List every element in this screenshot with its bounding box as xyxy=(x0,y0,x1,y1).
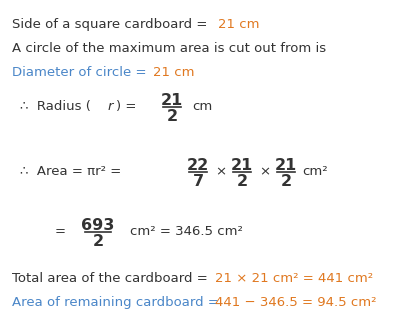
Text: ×: × xyxy=(259,165,270,178)
Text: 21: 21 xyxy=(231,158,253,173)
Text: 2: 2 xyxy=(237,174,248,189)
Text: =: = xyxy=(55,225,66,238)
Text: 22: 22 xyxy=(187,158,209,173)
Text: ) =: ) = xyxy=(116,100,141,113)
Text: 21 × 21 cm² = 441 cm²: 21 × 21 cm² = 441 cm² xyxy=(215,272,373,285)
Text: ×: × xyxy=(215,165,226,178)
Text: 441 − 346.5 = 94.5 cm²: 441 − 346.5 = 94.5 cm² xyxy=(215,296,376,309)
Text: 2: 2 xyxy=(280,174,291,189)
Text: ∴  Area = πr² =: ∴ Area = πr² = xyxy=(20,165,125,178)
Text: 21: 21 xyxy=(275,158,297,173)
Text: Area of remaining cardboard =: Area of remaining cardboard = xyxy=(12,296,223,309)
Text: 693: 693 xyxy=(81,218,115,233)
Text: cm² = 346.5 cm²: cm² = 346.5 cm² xyxy=(130,225,243,238)
Text: A circle of the maximum area is cut out from is: A circle of the maximum area is cut out … xyxy=(12,42,326,55)
Text: 7: 7 xyxy=(193,174,204,189)
Text: 2: 2 xyxy=(166,109,177,124)
Text: cm²: cm² xyxy=(302,165,328,178)
Text: 21 cm: 21 cm xyxy=(218,18,260,31)
Text: Side of a square cardboard =: Side of a square cardboard = xyxy=(12,18,212,31)
Text: Total area of the cardboard =: Total area of the cardboard = xyxy=(12,272,212,285)
Text: 21: 21 xyxy=(161,93,183,108)
Text: Diameter of circle =: Diameter of circle = xyxy=(12,66,151,79)
Text: r: r xyxy=(108,100,114,113)
Text: 21 cm: 21 cm xyxy=(153,66,195,79)
Text: cm: cm xyxy=(192,100,212,113)
Text: ∴  Radius (: ∴ Radius ( xyxy=(20,100,91,113)
Text: 2: 2 xyxy=(93,234,104,249)
